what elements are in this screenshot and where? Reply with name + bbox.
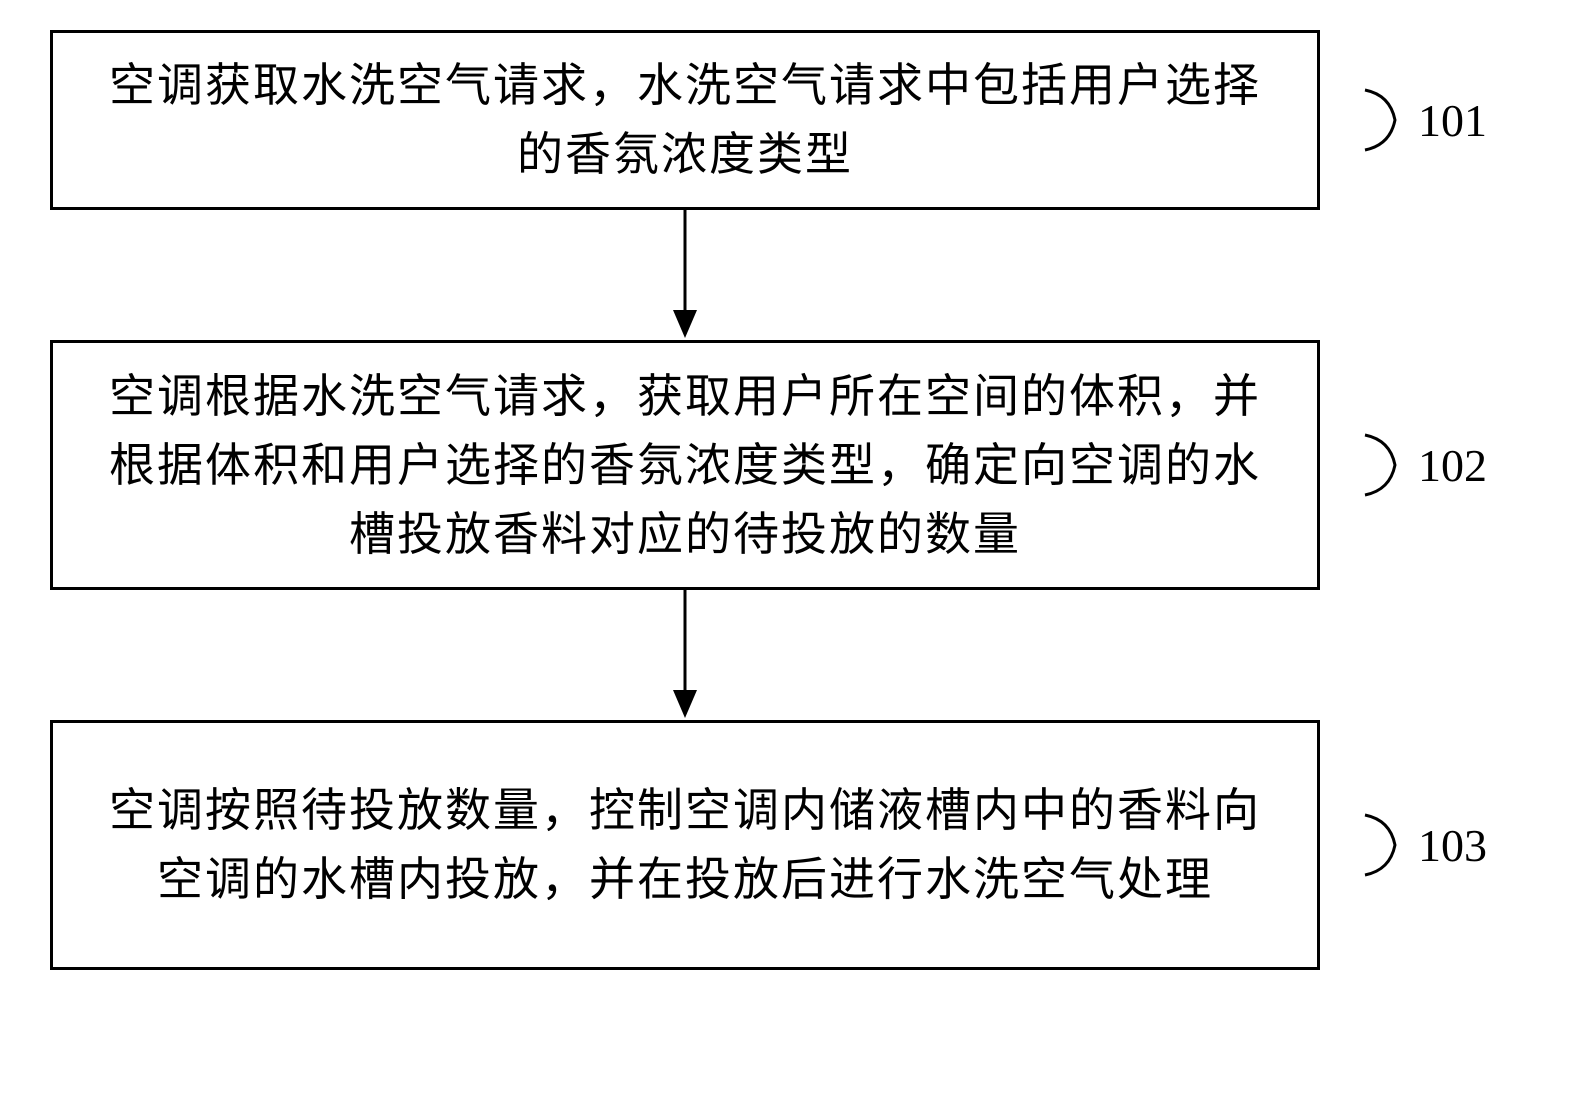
- step-label-103: 103: [1360, 805, 1487, 885]
- arrow-down-icon: [665, 210, 705, 340]
- flow-step-text: 空调获取水洗空气请求，水洗空气请求中包括用户选择的香氛浓度类型: [93, 51, 1277, 189]
- flowchart-container: 空调获取水洗空气请求，水洗空气请求中包括用户选择的香氛浓度类型 101 空调根据…: [50, 30, 1528, 970]
- step-number: 101: [1418, 94, 1487, 147]
- connector-curve-icon: [1360, 425, 1410, 505]
- step-label-101: 101: [1360, 80, 1487, 160]
- flow-step-102: 空调根据水洗空气请求，获取用户所在空间的体积，并根据体积和用户选择的香氛浓度类型…: [50, 340, 1320, 590]
- step-number: 103: [1418, 819, 1487, 872]
- connector-curve-icon: [1360, 805, 1410, 885]
- step-number: 102: [1418, 439, 1487, 492]
- connector-curve-icon: [1360, 80, 1410, 160]
- flow-step-text: 空调根据水洗空气请求，获取用户所在空间的体积，并根据体积和用户选择的香氛浓度类型…: [93, 362, 1277, 569]
- arrow-connector: [50, 210, 1320, 340]
- flow-step-text: 空调按照待投放数量，控制空调内储液槽内中的香料向空调的水槽内投放，并在投放后进行…: [93, 776, 1277, 914]
- arrow-connector: [50, 590, 1320, 720]
- step-label-102: 102: [1360, 425, 1487, 505]
- arrow-down-icon: [665, 590, 705, 720]
- flow-step-103: 空调按照待投放数量，控制空调内储液槽内中的香料向空调的水槽内投放，并在投放后进行…: [50, 720, 1320, 970]
- flow-step-101: 空调获取水洗空气请求，水洗空气请求中包括用户选择的香氛浓度类型 101: [50, 30, 1320, 210]
